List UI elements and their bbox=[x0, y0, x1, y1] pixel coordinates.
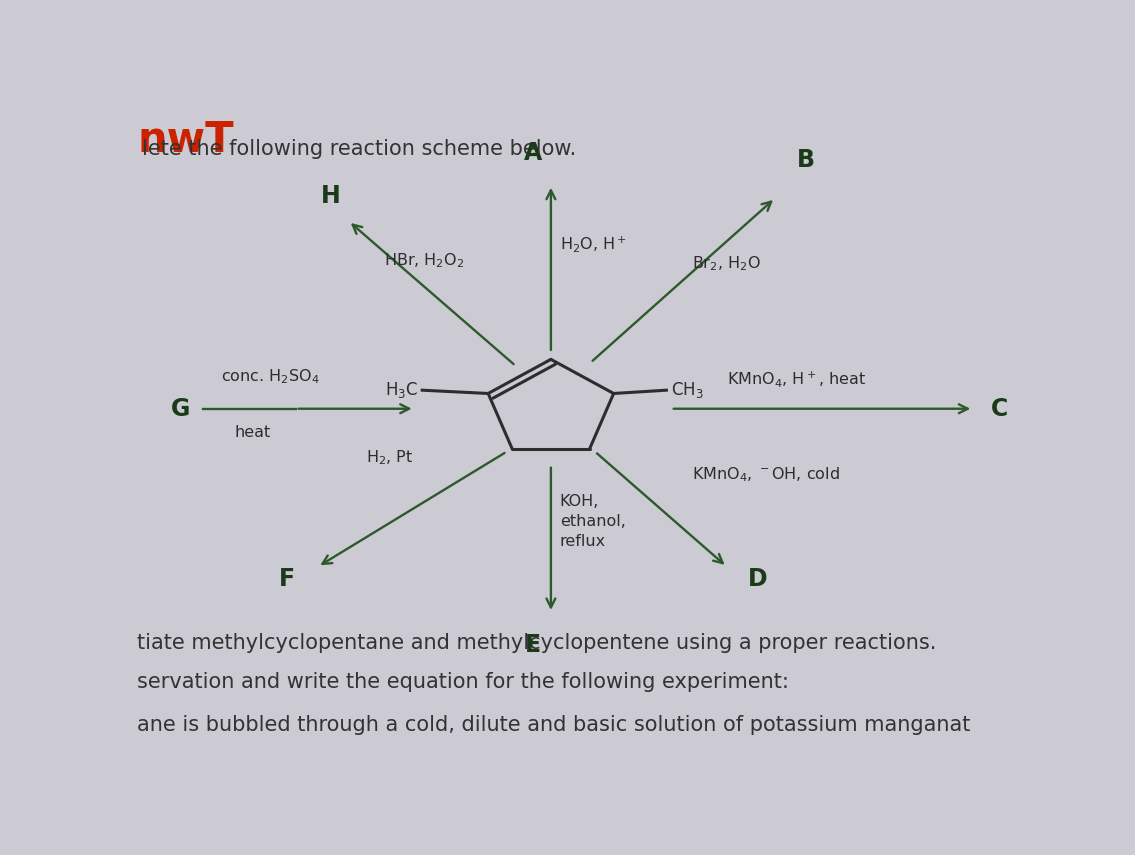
Text: E: E bbox=[526, 633, 541, 657]
Text: H$_2$O, H$^+$: H$_2$O, H$^+$ bbox=[560, 234, 627, 254]
Text: nwT: nwT bbox=[137, 119, 234, 161]
Text: KOH,
ethanol,
reflux: KOH, ethanol, reflux bbox=[560, 494, 625, 549]
Text: servation and write the equation for the following experiment:: servation and write the equation for the… bbox=[137, 672, 789, 692]
Text: KMnO$_4$, $^-$OH, cold: KMnO$_4$, $^-$OH, cold bbox=[691, 465, 840, 484]
Text: tiate methylcyclopentane and methylcyclopentene using a proper reactions.: tiate methylcyclopentane and methylcyclo… bbox=[137, 633, 936, 652]
Text: Br$_2$, H$_2$O: Br$_2$, H$_2$O bbox=[691, 255, 760, 274]
Text: KMnO$_4$, H$^+$, heat: KMnO$_4$, H$^+$, heat bbox=[726, 369, 866, 389]
Text: conc. H$_2$SO$_4$: conc. H$_2$SO$_4$ bbox=[221, 367, 320, 386]
Text: F: F bbox=[279, 567, 295, 591]
Text: heat: heat bbox=[234, 425, 270, 440]
Text: CH$_3$: CH$_3$ bbox=[671, 380, 704, 400]
Text: ane is bubbled through a cold, dilute and basic solution of potassium manganat: ane is bubbled through a cold, dilute an… bbox=[137, 715, 970, 734]
Text: B: B bbox=[797, 148, 815, 172]
Text: G: G bbox=[171, 397, 191, 421]
Text: H: H bbox=[321, 184, 340, 208]
Text: D: D bbox=[748, 567, 767, 591]
Text: H$_3$C: H$_3$C bbox=[385, 380, 418, 400]
Text: H$_2$, Pt: H$_2$, Pt bbox=[367, 449, 413, 468]
Text: C: C bbox=[991, 397, 1008, 421]
Text: lete the following reaction scheme below.: lete the following reaction scheme below… bbox=[142, 139, 577, 159]
Text: HBr, H$_2$O$_2$: HBr, H$_2$O$_2$ bbox=[384, 251, 464, 270]
Text: A: A bbox=[524, 141, 543, 165]
